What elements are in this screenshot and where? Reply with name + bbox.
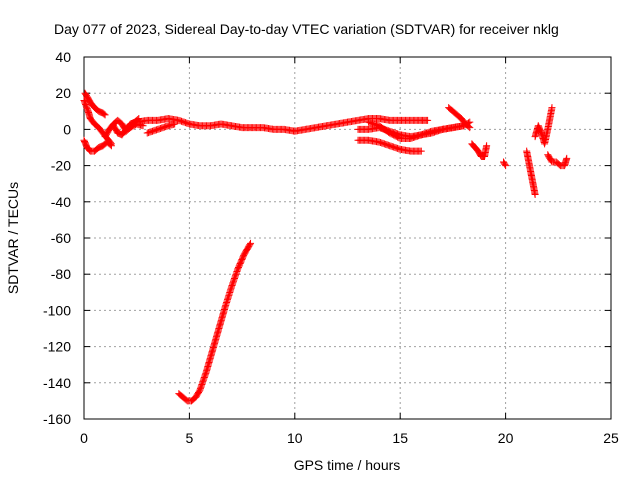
data-point [466,124,474,132]
data-point [424,116,432,124]
data-point [247,239,255,247]
plot-frame [83,56,612,420]
series-track-l [468,140,491,161]
data-point [246,241,254,249]
series-track-k [445,104,474,132]
y-tick-label: 0 [63,121,71,137]
data-point [417,147,425,155]
y-tick-label: -140 [43,375,71,391]
series-track-n [523,147,539,199]
series-track-p [544,151,571,170]
data-point [465,123,473,131]
chart-title: Day 077 of 2023, Sidereal Day-to-day VTE… [54,21,559,37]
x-tick-label: 0 [80,430,88,446]
data-point [483,142,491,150]
grid [84,57,611,419]
y-axis-label: SDTVAR / TECUs [5,182,21,294]
y-tick-label: -20 [51,158,71,174]
x-tick-label: 25 [603,430,619,446]
series-track-c [81,89,109,119]
data-point [548,104,556,112]
y-tick-label: -160 [43,411,71,427]
y-tick-label: -40 [51,194,71,210]
y-tick-label: 40 [55,49,71,65]
data-point [107,142,115,150]
y-tick-label: 20 [55,85,71,101]
series-track-e [110,115,143,139]
series-track-o [531,104,556,148]
y-tick-label: -100 [43,302,71,318]
y-tick-label: -80 [51,266,71,282]
y-tick-label: -120 [43,339,71,355]
x-tick-label: 15 [392,430,408,446]
axis-ticks: 40 20 0 -20 -40 -60 -80 -100 -120 -140 -160 0 5 10 15 2… [43,49,619,446]
series-track-i [354,122,467,141]
data-point [106,141,114,149]
data-point [563,154,571,162]
y-tick-label: -60 [51,230,71,246]
series-track-b [80,136,115,155]
data-point [100,110,108,118]
x-tick-label: 5 [186,430,194,446]
series-track-g [143,120,179,137]
series-track-m [499,158,510,170]
x-tick-label: 20 [498,430,514,446]
data-points [80,89,571,405]
data-point [531,191,539,199]
x-axis-label: GPS time / hours [294,457,401,473]
x-tick-label: 10 [287,430,303,446]
data-point [171,120,179,128]
series-track-j [354,136,425,155]
data-point [85,145,93,153]
data-point [101,111,109,119]
data-point [502,162,510,170]
data-point [501,160,509,168]
series-track-q [175,239,255,405]
series-track-f [133,115,432,135]
